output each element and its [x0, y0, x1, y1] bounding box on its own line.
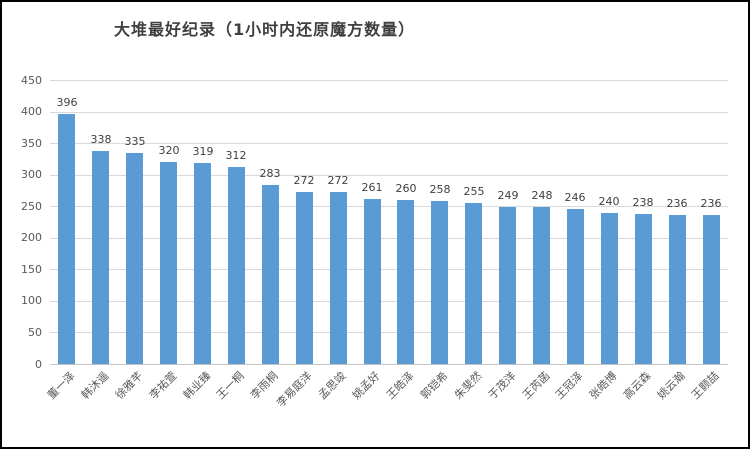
y-axis-tick-label: 250 — [21, 200, 42, 213]
gridline — [50, 175, 728, 176]
bar-value-label: 396 — [56, 96, 78, 109]
y-axis-tick-label: 350 — [21, 137, 42, 150]
y-axis-tick-label: 450 — [21, 74, 42, 87]
gridline — [50, 332, 728, 333]
bar — [262, 185, 279, 364]
chart-title: 大堆最好纪录（1小时内还原魔方数量） — [114, 20, 416, 39]
bar — [364, 199, 381, 364]
bar — [397, 200, 414, 364]
bar-value-label: 236 — [666, 197, 688, 210]
bar — [228, 167, 245, 364]
bar-value-label: 335 — [124, 135, 146, 148]
bar-value-label: 246 — [564, 191, 586, 204]
bar-value-label: 240 — [598, 195, 620, 208]
bar-value-label: 238 — [632, 196, 654, 209]
bar-value-label: 260 — [395, 182, 417, 195]
bar-value-label: 283 — [259, 167, 281, 180]
gridline — [50, 112, 728, 113]
bar-value-label: 236 — [700, 197, 722, 210]
bar-value-label: 255 — [463, 185, 485, 198]
y-axis-tick-label: 50 — [28, 326, 42, 339]
gridline — [50, 301, 728, 302]
bar — [126, 153, 143, 364]
bar-value-label: 338 — [90, 133, 112, 146]
bar — [567, 209, 584, 364]
gridline — [50, 80, 728, 81]
bar-value-label: 319 — [192, 145, 214, 158]
bar — [465, 203, 482, 364]
bar — [160, 162, 177, 364]
bar-value-label: 261 — [361, 181, 383, 194]
bar — [601, 213, 618, 364]
bar-value-label: 320 — [158, 144, 180, 157]
bar-value-label: 258 — [429, 183, 451, 196]
y-axis-tick-label: 300 — [21, 168, 42, 181]
gridline — [50, 143, 728, 144]
bar — [58, 114, 75, 364]
bar-value-label: 272 — [327, 174, 349, 187]
y-axis-tick-label: 400 — [21, 105, 42, 118]
y-axis-tick-label: 150 — [21, 263, 42, 276]
bar — [669, 215, 686, 364]
y-axis-tick-label: 0 — [35, 358, 42, 371]
y-axis-tick-label: 100 — [21, 294, 42, 307]
bar — [533, 207, 550, 364]
bar — [296, 192, 313, 364]
gridline — [50, 238, 728, 239]
bar — [431, 201, 448, 364]
gridline — [50, 269, 728, 270]
bar-value-label: 312 — [225, 149, 247, 162]
bar — [194, 163, 211, 364]
bar — [330, 192, 347, 364]
y-axis-tick-label: 200 — [21, 231, 42, 244]
bar — [499, 207, 516, 364]
gridline — [50, 206, 728, 207]
bar — [92, 151, 109, 364]
bar-value-label: 248 — [531, 189, 553, 202]
bar-value-label: 272 — [293, 174, 315, 187]
bar-value-label: 249 — [497, 189, 519, 202]
bar — [703, 215, 720, 364]
bar — [635, 214, 652, 364]
x-axis-line — [50, 364, 728, 365]
